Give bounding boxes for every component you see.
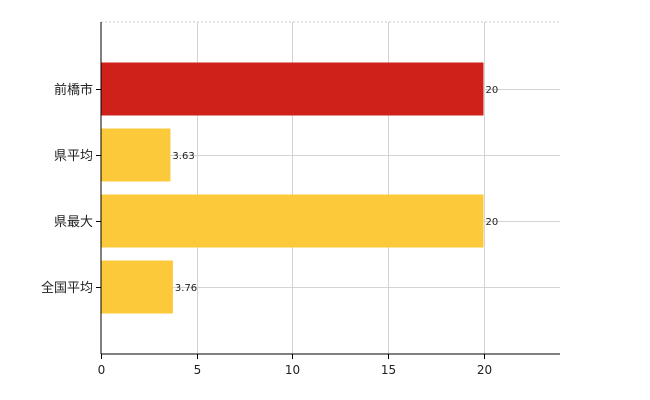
bar: [101, 128, 171, 182]
bar: [101, 62, 484, 116]
x-tick-label: 20: [477, 363, 492, 377]
category-label: 県平均: [54, 149, 93, 164]
data-label: 20: [486, 217, 499, 228]
category-label: 県最大: [54, 215, 93, 230]
data-label: 3.63: [172, 151, 194, 162]
bar: [101, 194, 484, 248]
axes: [96, 22, 560, 359]
category-label: 前橋市: [54, 82, 93, 98]
bars: [101, 62, 484, 314]
x-tick-label: 0: [98, 363, 106, 377]
data-label: 20: [486, 85, 499, 96]
x-tick-label: 5: [194, 363, 202, 377]
data-label: 3.76: [175, 283, 197, 294]
labels: 0 5 10 15 20 前橋市 20 県平均 3.63 県最大 20 全国平均 3.76: [41, 82, 498, 377]
category-label: 全国平均: [41, 280, 93, 296]
bar: [101, 260, 173, 314]
x-tick-label: 10: [285, 363, 300, 377]
x-tick-label: 15: [381, 363, 396, 377]
